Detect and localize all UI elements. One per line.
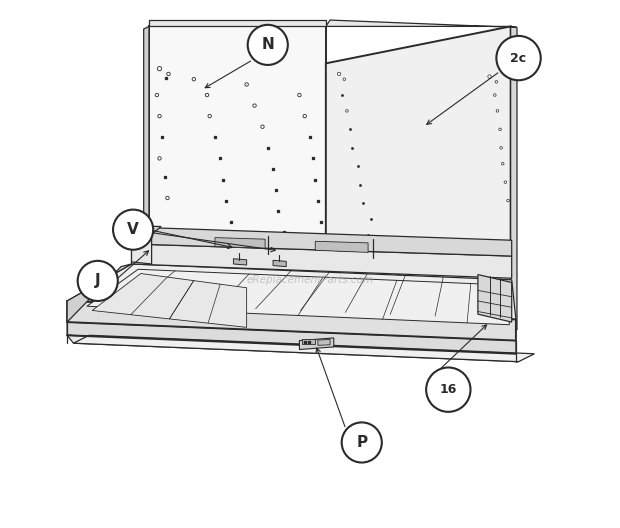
Polygon shape: [318, 340, 330, 345]
Polygon shape: [67, 264, 516, 319]
Circle shape: [248, 25, 288, 65]
Polygon shape: [131, 226, 161, 234]
Circle shape: [155, 93, 159, 97]
Circle shape: [167, 72, 170, 76]
Polygon shape: [149, 26, 326, 240]
Text: 2c: 2c: [510, 52, 526, 64]
Polygon shape: [67, 301, 516, 341]
Circle shape: [497, 36, 541, 80]
Circle shape: [113, 210, 153, 250]
Polygon shape: [316, 241, 368, 252]
Circle shape: [495, 81, 498, 83]
Polygon shape: [131, 244, 512, 278]
Polygon shape: [215, 238, 265, 248]
Circle shape: [166, 196, 169, 200]
Text: P: P: [356, 435, 367, 450]
Polygon shape: [299, 338, 334, 350]
Polygon shape: [234, 259, 247, 265]
Circle shape: [426, 367, 471, 412]
Polygon shape: [131, 232, 152, 264]
Circle shape: [494, 94, 496, 96]
Circle shape: [158, 157, 161, 160]
Polygon shape: [67, 322, 516, 354]
Circle shape: [342, 422, 382, 463]
Polygon shape: [67, 335, 518, 362]
Circle shape: [337, 72, 341, 76]
Circle shape: [303, 115, 306, 118]
Circle shape: [346, 110, 348, 112]
Polygon shape: [131, 227, 512, 256]
Polygon shape: [326, 20, 517, 27]
Text: eReplacementParts.com: eReplacementParts.com: [246, 275, 374, 285]
Circle shape: [504, 181, 507, 183]
Polygon shape: [87, 269, 509, 325]
Polygon shape: [73, 335, 534, 362]
Polygon shape: [144, 26, 149, 243]
Polygon shape: [273, 260, 286, 267]
Circle shape: [158, 115, 161, 118]
Text: 16: 16: [440, 383, 457, 396]
Circle shape: [500, 147, 502, 149]
Circle shape: [157, 67, 162, 71]
Circle shape: [499, 128, 502, 130]
Circle shape: [78, 261, 118, 301]
Polygon shape: [326, 26, 511, 327]
Circle shape: [245, 83, 249, 86]
Circle shape: [298, 93, 301, 97]
Circle shape: [253, 104, 256, 107]
Circle shape: [496, 110, 498, 112]
Text: J: J: [95, 274, 100, 288]
Polygon shape: [149, 20, 326, 26]
Polygon shape: [92, 274, 247, 327]
Polygon shape: [511, 26, 517, 330]
Circle shape: [192, 78, 195, 81]
Polygon shape: [478, 275, 512, 322]
Polygon shape: [302, 339, 316, 344]
Text: V: V: [127, 222, 139, 237]
Polygon shape: [67, 264, 131, 322]
Circle shape: [488, 75, 491, 78]
Circle shape: [208, 115, 211, 118]
Circle shape: [507, 200, 509, 202]
Circle shape: [205, 93, 209, 97]
Circle shape: [502, 163, 504, 165]
Circle shape: [261, 125, 264, 128]
Text: N: N: [262, 37, 274, 52]
Circle shape: [343, 78, 345, 80]
